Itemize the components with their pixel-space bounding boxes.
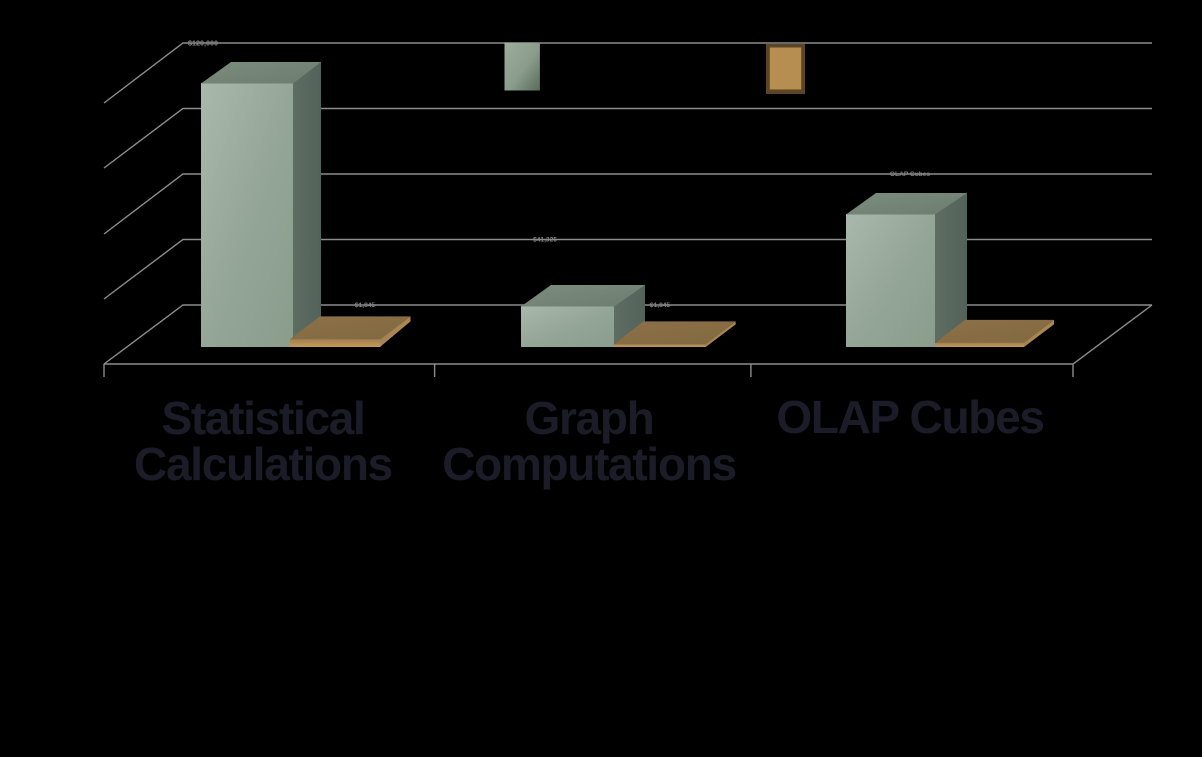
svg-text:$41,325: $41,325 [533, 237, 557, 244]
svg-text:$1,845: $1,845 [650, 302, 671, 309]
svg-text:$120,000: $120,000 [188, 38, 218, 47]
svg-text:$1,845: $1,845 [355, 302, 376, 309]
svg-text:OLAP Cubes: OLAP Cubes [890, 171, 931, 178]
